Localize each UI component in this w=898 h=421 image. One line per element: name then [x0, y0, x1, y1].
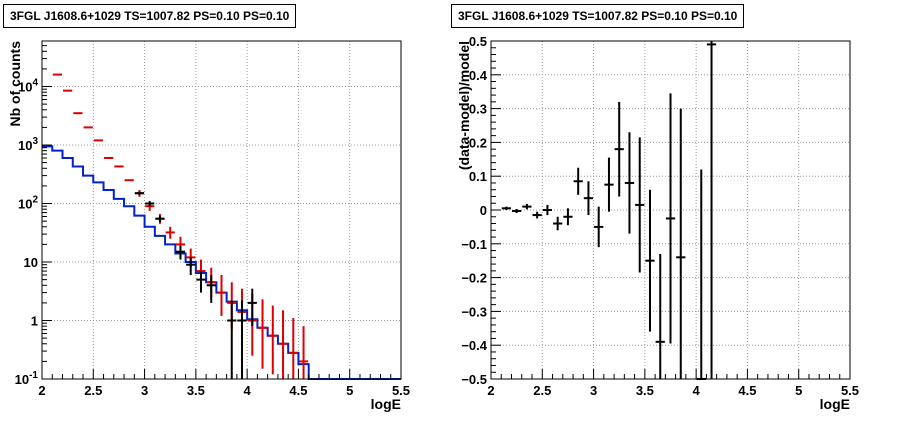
x-tick-label: 5.5 [392, 383, 410, 398]
y-tick-label: −0.4 [461, 338, 487, 353]
y-tick-label: 0.3 [469, 102, 487, 117]
y-tick-label: 1 [31, 314, 38, 329]
y-tick-label: 102 [18, 195, 38, 212]
y-tick-label: −0.2 [461, 271, 487, 286]
residual-point [553, 216, 563, 231]
y-tick-label: 103 [18, 136, 38, 153]
residual-point [501, 206, 512, 210]
residual-point [614, 101, 624, 197]
data-point [145, 201, 155, 207]
model-histogram-line [42, 145, 401, 380]
x-tick-label: 2.5 [84, 383, 102, 398]
x-tick-label: 4 [693, 383, 701, 398]
data-point [247, 288, 257, 327]
residual-point [512, 208, 522, 214]
data-point [155, 215, 165, 223]
y-tick-label: −0.1 [461, 237, 487, 252]
residual-point [594, 206, 604, 248]
y-tick-label: 0.1 [469, 169, 487, 184]
x-tick-label: 2.5 [533, 383, 551, 398]
residual-point [522, 203, 532, 210]
data-point [227, 300, 237, 379]
x-tick-label: 4 [244, 383, 252, 398]
residual-point [583, 181, 594, 216]
residual-point [696, 169, 706, 380]
residual-point [645, 189, 655, 332]
data-point [206, 274, 216, 303]
residual-point [563, 208, 573, 226]
residual-point [706, 41, 717, 379]
plot-frame [41, 40, 402, 380]
x-tick-label: 2 [38, 383, 45, 398]
residual-point [635, 137, 645, 273]
y-tick-label: 10 [24, 255, 38, 270]
sum-point [288, 318, 298, 379]
x-axis-label: logE [820, 396, 850, 412]
x-tick-label: 5 [795, 383, 802, 398]
sum-point [268, 305, 278, 375]
x-tick-label: 3 [590, 383, 597, 398]
data-point [196, 271, 206, 293]
residual-point [655, 253, 665, 379]
residual-point [573, 167, 583, 195]
sum-point [298, 326, 309, 379]
sum-point [278, 310, 288, 379]
residuals-chart: 2 2.5 3 3.5 4 4.5 5 5.5 −0.5 −0.4 −0.3 −0.2 −0.1 0 0.1… [456, 34, 859, 412]
x-tick-label: 3 [141, 383, 148, 398]
x-tick-label: 5 [346, 383, 353, 398]
right-panel-title: 3FGL J1608.6+1029 TS=1007.82 PS=0.10 PS=… [451, 4, 745, 28]
x-tick-label: 3.5 [187, 383, 205, 398]
x-axis-label: logE [371, 396, 401, 412]
x-tick-label: 3.5 [636, 383, 654, 398]
y-axis-label: (data-model)/model [456, 41, 472, 170]
data-point [186, 257, 196, 275]
residual-point [676, 108, 686, 379]
data-point [175, 245, 186, 260]
y-tick-label: −0.3 [461, 304, 487, 319]
y-tick-label: −0.5 [461, 372, 487, 387]
data-point [237, 300, 247, 379]
residual-point [542, 204, 553, 216]
x-tick-label: 2 [487, 383, 494, 398]
x-tick-label: 5.5 [841, 383, 859, 398]
residual-point [665, 93, 676, 344]
x-tick-label: 4.5 [289, 383, 307, 398]
residual-point [604, 157, 614, 212]
y-tick-label: 0.4 [469, 68, 488, 83]
data-point [134, 191, 145, 195]
y-tick-label: 0.2 [469, 135, 487, 150]
y-tick-label: 10-1 [15, 370, 39, 387]
sum-point [165, 226, 175, 239]
x-tick-label: 4.5 [738, 383, 756, 398]
residual-point [624, 132, 635, 234]
sum-point [257, 299, 268, 369]
left-panel-title: 3FGL J1608.6+1029 TS=1007.82 PS=0.10 PS=… [3, 4, 297, 28]
y-tick-label: 0.5 [469, 34, 487, 49]
y-axis-label: Nb of counts [7, 41, 23, 127]
y-tick-label: 0 [480, 203, 487, 218]
residual-point [532, 211, 542, 219]
sum-point [216, 274, 227, 316]
